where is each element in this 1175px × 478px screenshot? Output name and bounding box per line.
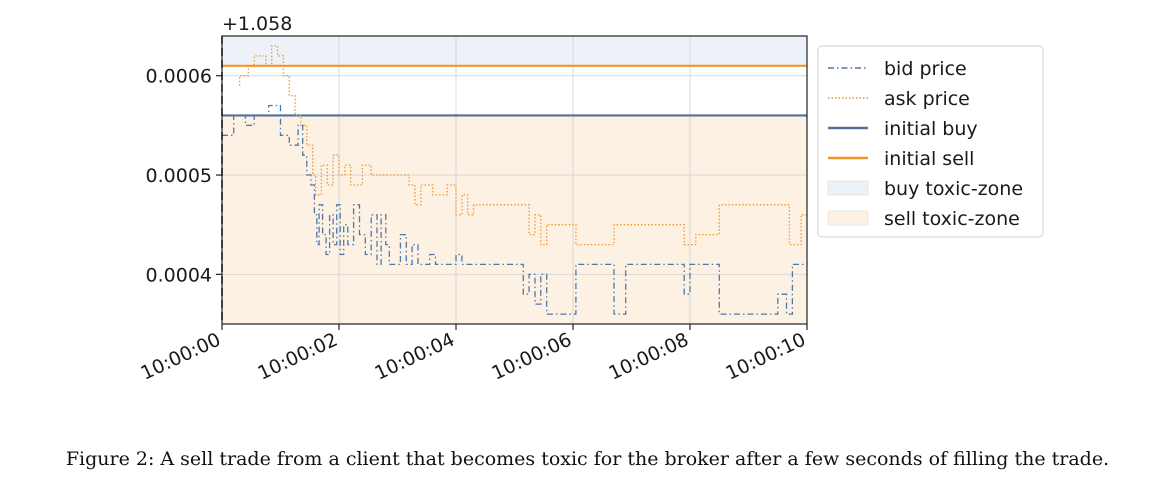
zone-sell-toxic-zone bbox=[222, 115, 807, 324]
x-tick-label: 10:00:10 bbox=[722, 329, 809, 385]
legend: bid price ask price initial buy initial sel… bbox=[817, 45, 1044, 238]
legend-label-sell-toxic-zone: sell toxic-zone bbox=[884, 208, 1020, 230]
y-tick-label: 0.0005 bbox=[146, 165, 212, 187]
legend-box bbox=[817, 45, 1044, 238]
zone-buy-toxic-zone bbox=[222, 36, 807, 66]
legend-label-initial-buy: initial buy bbox=[884, 118, 978, 140]
x-tick-label: 10:00:00 bbox=[137, 329, 224, 385]
plot-frame bbox=[221, 35, 808, 325]
y-tick-label: 0.0004 bbox=[146, 264, 212, 286]
x-tick-label: 10:00:04 bbox=[371, 329, 458, 385]
legend-label-ask-price: ask price bbox=[884, 88, 970, 110]
series-bid-price bbox=[222, 104, 807, 315]
legend-label-buy-toxic-zone: buy toxic-zone bbox=[884, 178, 1023, 200]
x-tick-label: 10:00:06 bbox=[488, 329, 575, 385]
legend-swatch-buy-toxic-zone bbox=[827, 180, 869, 196]
series-ask-price bbox=[238, 45, 807, 246]
x-tick-label: 10:00:08 bbox=[605, 329, 692, 385]
legend-swatch-sell-toxic-zone bbox=[827, 210, 869, 226]
y-offset-label: +1.058 bbox=[222, 13, 292, 35]
figure-caption: Figure 2: A sell trade from a client tha… bbox=[65, 448, 1110, 470]
y-tick-label: 0.0006 bbox=[146, 66, 212, 88]
legend-label-initial-sell: initial sell bbox=[884, 148, 974, 170]
legend-label-bid-price: bid price bbox=[884, 58, 967, 80]
x-tick-label: 10:00:02 bbox=[254, 329, 341, 385]
